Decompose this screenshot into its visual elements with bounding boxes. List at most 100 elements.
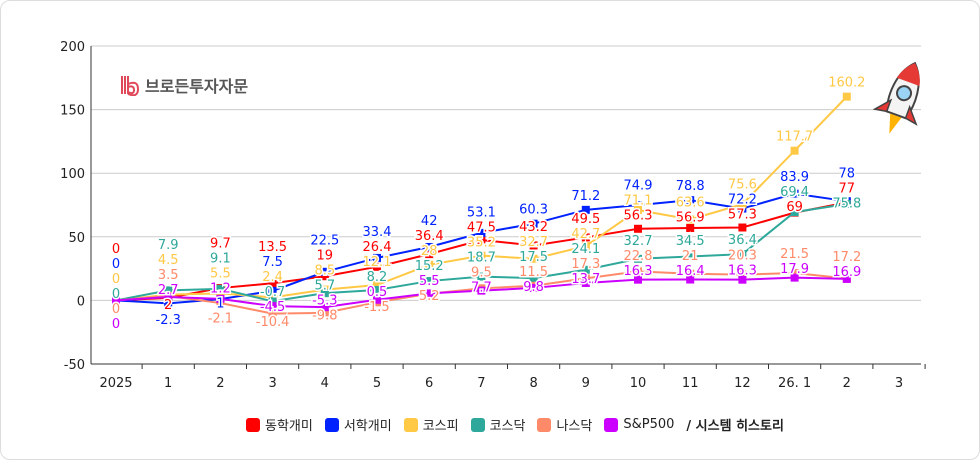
data-point <box>373 285 381 294</box>
legend-item[interactable]: 동학개미 <box>246 415 313 434</box>
data-label: 1.2 <box>210 282 231 297</box>
data-label: 11.5 <box>519 265 548 280</box>
rocket-icon <box>873 61 920 134</box>
x-tick-label: 26. 1 <box>778 376 811 391</box>
legend-item[interactable]: S&P500 <box>604 417 674 432</box>
legend-swatch <box>470 417 485 432</box>
data-label: 75.8 <box>832 197 861 212</box>
x-tick-label: 10 <box>630 376 647 391</box>
data-label: 21.5 <box>780 247 809 262</box>
data-point <box>477 228 486 237</box>
data-point <box>581 205 590 214</box>
data-point <box>634 224 642 233</box>
data-point <box>634 205 642 214</box>
data-label: 77 <box>839 182 856 197</box>
legend-item[interactable]: 서학개미 <box>324 415 392 434</box>
legend-item[interactable]: 코스닥 <box>470 415 525 434</box>
data-label: 8.5 <box>314 263 335 278</box>
data-label: -4.5 <box>260 300 285 315</box>
y-tick-label: 150 <box>60 104 85 119</box>
data-point <box>373 281 381 290</box>
data-label: 0 <box>112 302 120 317</box>
legend-item[interactable]: 코스피 <box>403 415 459 434</box>
data-point <box>842 274 851 283</box>
legend-label: S&P500 <box>623 417 675 432</box>
data-label: 9.1 <box>210 252 231 267</box>
data-point <box>686 196 695 205</box>
data-label: -9.8 <box>312 308 337 323</box>
data-point <box>738 223 747 232</box>
data-point <box>581 233 590 242</box>
data-label: 33.4 <box>363 225 392 240</box>
data-label: 19 <box>317 248 334 263</box>
data-label: 7.7 <box>471 280 492 295</box>
data-label: 9.7 <box>210 237 231 252</box>
data-label: 43.2 <box>519 220 548 235</box>
data-point <box>373 295 381 304</box>
logo-text: 브로든투자자문 <box>145 77 249 96</box>
data-point <box>842 199 851 208</box>
data-point <box>320 303 329 312</box>
data-label: 0.5 <box>367 285 388 300</box>
data-label: 2.4 <box>262 270 283 285</box>
data-label: -0.7 <box>260 285 285 300</box>
data-point <box>425 260 434 269</box>
data-point <box>373 253 381 262</box>
data-point <box>790 269 799 278</box>
data-point <box>216 284 225 293</box>
data-point <box>738 270 747 279</box>
x-tick-label: 2025 <box>99 376 132 391</box>
data-point <box>164 292 173 301</box>
y-tick-label: 0 <box>77 294 85 309</box>
data-point <box>581 278 590 287</box>
data-label: 21 <box>682 249 699 264</box>
data-point <box>529 283 538 292</box>
data-label: 0 <box>112 257 120 272</box>
data-point <box>581 265 590 274</box>
data-point <box>686 275 695 284</box>
legend-label: 서학개미 <box>343 419 392 434</box>
data-label: 17.2 <box>832 250 861 265</box>
data-point <box>686 215 695 224</box>
data-point <box>164 286 173 295</box>
data-point <box>738 200 747 209</box>
data-point <box>790 146 799 155</box>
data-point <box>686 269 695 278</box>
data-label: -2.3 <box>156 313 181 328</box>
data-label: 16.4 <box>676 264 705 279</box>
data-label: -1.5 <box>364 300 389 315</box>
data-label: 3.5 <box>158 268 179 283</box>
data-label: 5.5 <box>210 267 231 282</box>
data-label: 75.6 <box>728 177 757 192</box>
data-point <box>790 273 799 282</box>
data-point <box>581 242 590 251</box>
data-point <box>634 275 642 284</box>
data-label: 17.5 <box>519 250 548 265</box>
y-tick-label: 200 <box>60 40 85 55</box>
data-label: 47.5 <box>467 220 496 235</box>
data-label: 15.2 <box>415 259 444 274</box>
data-point <box>529 241 538 250</box>
data-point <box>529 219 538 228</box>
data-point <box>581 274 590 283</box>
data-label: 7.5 <box>262 255 283 270</box>
data-label: 5.2 <box>419 289 440 304</box>
data-label: 28 <box>421 244 438 259</box>
data-point <box>268 302 277 311</box>
data-label: 18.7 <box>467 250 496 265</box>
data-label: 57.3 <box>728 207 757 222</box>
data-label: -5.3 <box>312 293 337 308</box>
data-label: 22.5 <box>310 233 339 248</box>
data-point <box>738 250 747 259</box>
logo-icon <box>121 76 140 96</box>
data-point <box>477 286 486 295</box>
data-point <box>790 189 799 198</box>
data-label: 69.4 <box>780 185 809 200</box>
legend-label: 나스닥 <box>556 419 593 434</box>
data-label: 13.5 <box>258 240 287 255</box>
legend-item[interactable]: 나스닥 <box>537 415 592 434</box>
data-point <box>477 272 486 281</box>
data-label: 5.7 <box>314 278 335 293</box>
legend-swatch <box>403 417 418 432</box>
logo: 브로든투자자문 <box>119 73 248 97</box>
